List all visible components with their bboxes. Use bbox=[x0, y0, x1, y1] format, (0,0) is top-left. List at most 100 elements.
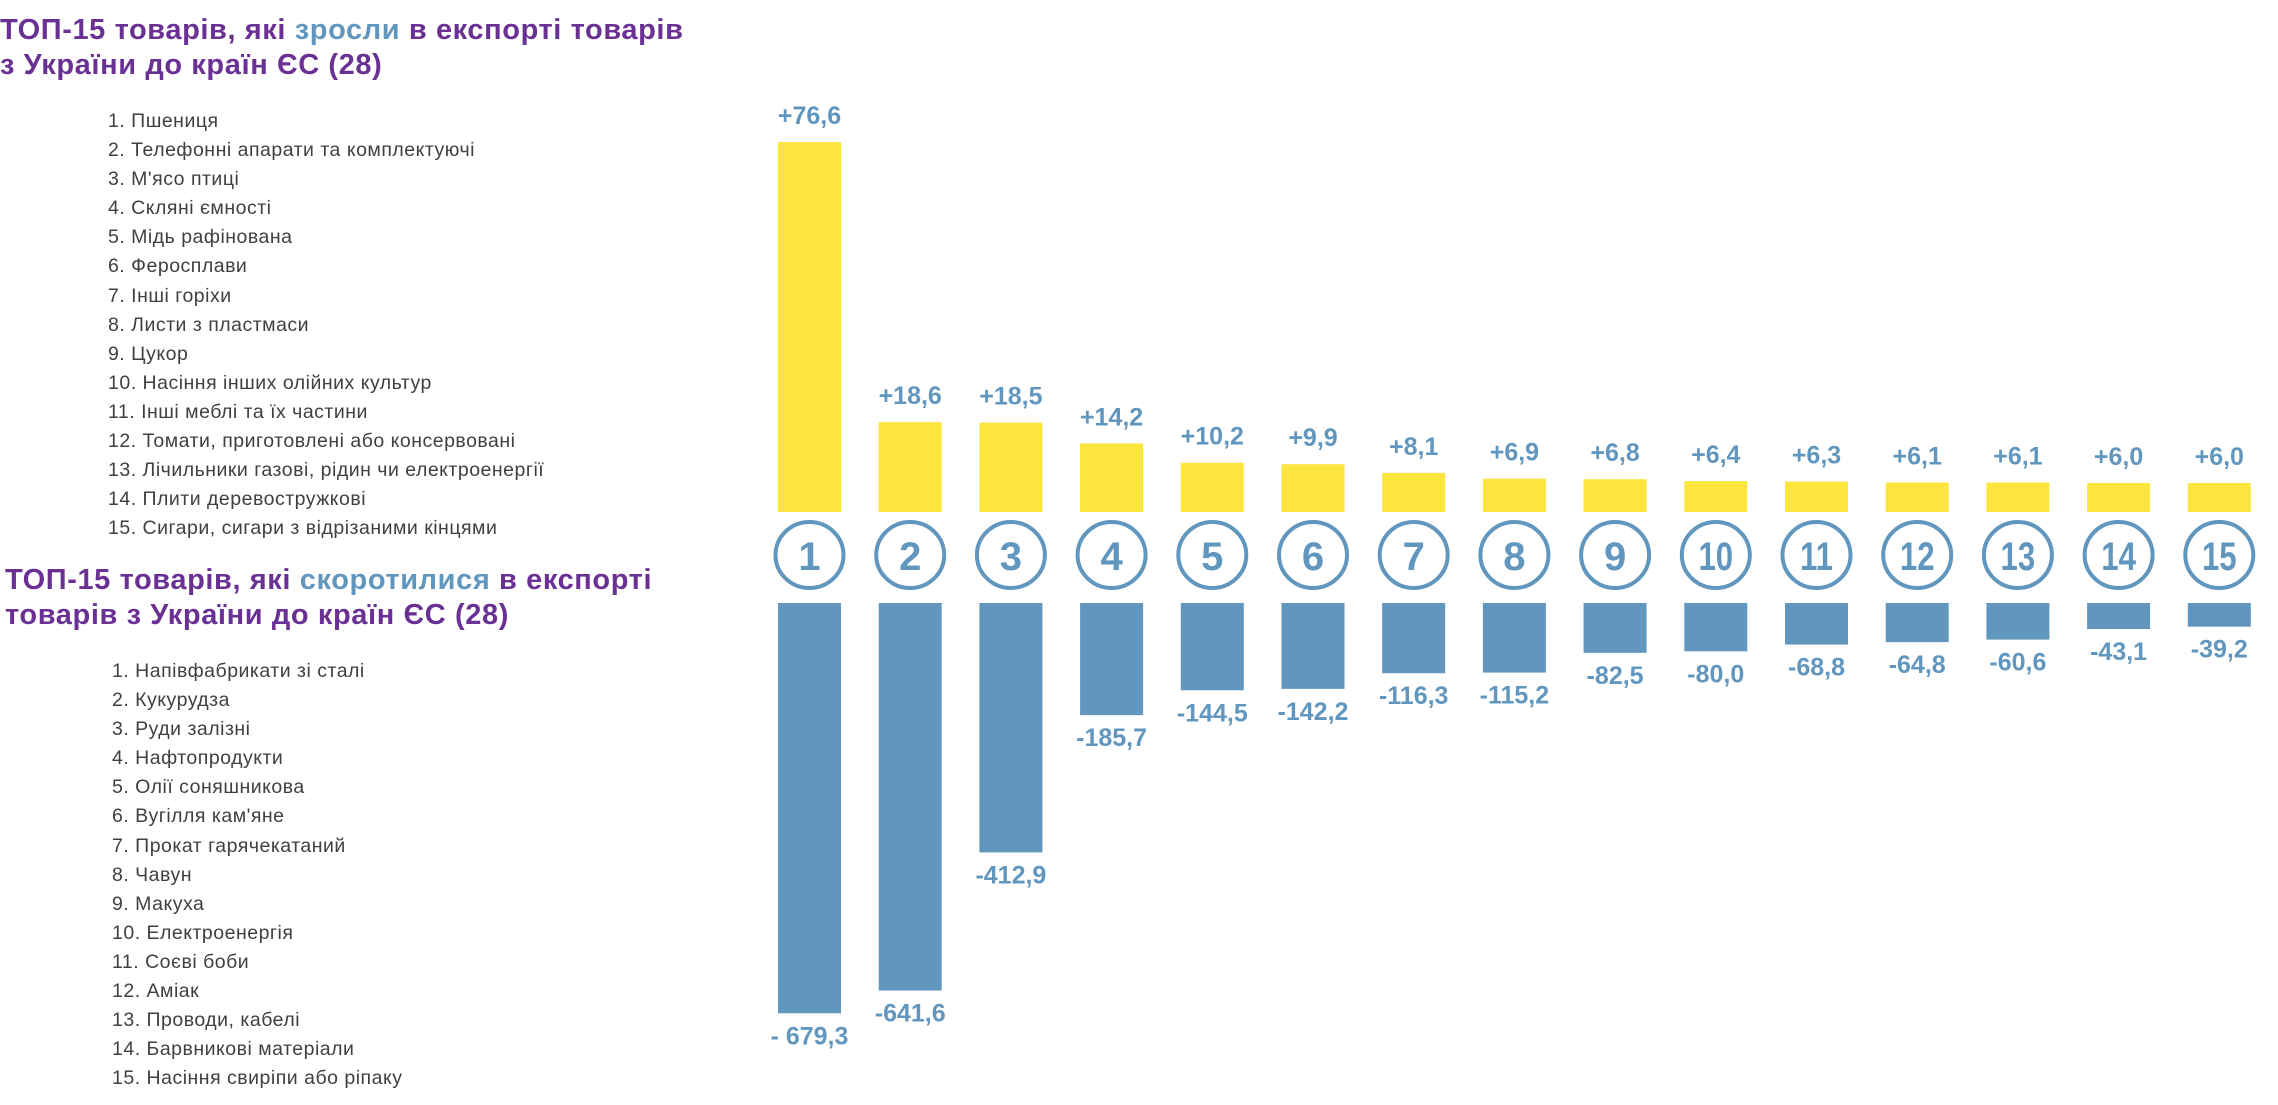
increase-bar bbox=[2187, 483, 2251, 512]
list-item: 6. Феросплави bbox=[108, 255, 248, 278]
increase-bar bbox=[1080, 443, 1144, 512]
decrease-bar bbox=[1482, 603, 1546, 673]
increase-value-label: +18,6 bbox=[879, 382, 942, 410]
rank-number: 15 bbox=[2202, 534, 2237, 579]
increase-value-label: +6,8 bbox=[1590, 439, 1639, 467]
list-item: 2. Телефонні апарати та комплектуючі bbox=[108, 139, 475, 162]
decrease-title-after: в експорті bbox=[490, 564, 653, 596]
increase-value-label: +6,3 bbox=[1792, 442, 1841, 470]
decrease-bar bbox=[2087, 603, 2151, 630]
decrease-bar bbox=[878, 603, 942, 991]
list-item: 12. Аміак bbox=[112, 980, 200, 1003]
decrease-value-label: -80,0 bbox=[1687, 660, 1744, 688]
increase-value-label: +6,0 bbox=[2094, 443, 2143, 471]
decrease-value-label: -43,1 bbox=[2090, 638, 2147, 666]
decrease-value-label: -64,8 bbox=[1889, 651, 1946, 679]
decrease-value-label: -60,6 bbox=[1989, 649, 2046, 677]
decrease-bar bbox=[1281, 603, 1345, 689]
rank-circle bbox=[1277, 520, 1349, 590]
decrease-value-label: -641,6 bbox=[875, 1000, 946, 1028]
list-item: 1. Напівфабрикати зі сталі bbox=[112, 660, 365, 682]
list-item: 10. Насіння інших олійних культур bbox=[108, 371, 432, 394]
decrease-value-label: -115,2 bbox=[1480, 682, 1550, 710]
rank-circle bbox=[874, 520, 947, 590]
rank-circle bbox=[1377, 520, 1450, 590]
list-item: 13. Проводи, кабелі bbox=[112, 1009, 301, 1032]
list-item: 14. Барвникові матеріали bbox=[112, 1038, 355, 1061]
list-item: 7. Прокат гарячекатаний bbox=[112, 834, 346, 857]
increase-bar bbox=[1684, 481, 1748, 512]
decrease-value-label: -116,3 bbox=[1379, 682, 1449, 710]
increase-bar bbox=[1180, 462, 1244, 512]
decrease-value-label: -142,2 bbox=[1278, 698, 1349, 726]
increase-value-label: +8,1 bbox=[1389, 433, 1438, 461]
rank-number: 8 bbox=[1503, 535, 1525, 579]
decrease-bar bbox=[1583, 603, 1647, 653]
decrease-bar bbox=[1986, 603, 2050, 640]
list-item: 2. Кукурудза bbox=[112, 689, 230, 712]
increase-bar bbox=[2087, 483, 2151, 512]
increase-title-before: ТОП-15 товарів, які bbox=[0, 14, 295, 46]
increase-bar bbox=[1785, 481, 1848, 512]
increase-bar bbox=[1583, 479, 1647, 512]
decrease-value-label: -68,8 bbox=[1788, 654, 1845, 682]
increase-value-label: +6,0 bbox=[2195, 443, 2244, 471]
rank-number: 4 bbox=[1100, 535, 1123, 579]
list-item: 1. Пшениця bbox=[108, 110, 219, 132]
increase-title-after: в експорті товарів bbox=[400, 14, 684, 46]
decrease-value-label: - 679,3 bbox=[771, 1022, 849, 1050]
list-item: 11. Інші меблі та їх частини bbox=[108, 400, 368, 423]
increase-value-label: +6,1 bbox=[1893, 443, 1942, 471]
decrease-value-label: -82,5 bbox=[1587, 662, 1644, 690]
increase-bar bbox=[1885, 482, 1949, 512]
rank-circle bbox=[1981, 520, 2054, 590]
decrease-bar bbox=[1180, 603, 1244, 691]
increase-bar bbox=[1382, 472, 1446, 512]
list-item: 15. Насіння свиріпи або ріпаку bbox=[112, 1067, 403, 1090]
list-item: 13. Лічильники газові, рідин чи електрое… bbox=[108, 459, 545, 482]
rank-circle bbox=[1881, 520, 1954, 590]
list-item: 4. Нафтопродукти bbox=[112, 747, 284, 770]
decrease-title: ТОП-15 товарів, які скоротилися в експор… bbox=[5, 563, 652, 633]
increase-value-label: +10,2 bbox=[1181, 423, 1244, 451]
decrease-value-label: -412,9 bbox=[975, 861, 1046, 889]
increase-value-label: +14,2 bbox=[1080, 403, 1143, 431]
rank-circle bbox=[2082, 520, 2155, 590]
decrease-bar bbox=[1885, 603, 1949, 643]
list-item: 3. М'ясо птиці bbox=[108, 168, 240, 191]
rank-number: 5 bbox=[1201, 535, 1223, 579]
increase-value-label: +9,9 bbox=[1288, 424, 1337, 452]
increase-bar bbox=[878, 422, 942, 512]
increase-list: 1. Пшениця 2. Телефонні апарати та компле… bbox=[108, 107, 544, 543]
rank-number: 12 bbox=[1900, 534, 1935, 579]
list-item: 8. Чавун bbox=[112, 863, 192, 886]
rank-number: 1 bbox=[798, 535, 820, 579]
rank-circle bbox=[1780, 520, 1853, 590]
list-item: 12. Томати, приготовлені або консервован… bbox=[108, 430, 516, 453]
rank-number: 13 bbox=[2001, 534, 2036, 579]
increase-title-line2: з України до країн ЄС (28) bbox=[0, 49, 383, 81]
increase-value-label: +76,6 bbox=[778, 102, 841, 130]
decrease-value-label: -185,7 bbox=[1076, 724, 1147, 752]
list-item: 6. Вугілля кам'яне bbox=[112, 805, 285, 828]
rank-circle bbox=[1579, 520, 1652, 590]
rank-number: 14 bbox=[2101, 534, 2136, 579]
increase-bar bbox=[1986, 482, 2050, 512]
rank-circle bbox=[974, 520, 1047, 590]
increase-bar bbox=[1482, 478, 1546, 512]
list-item: 9. Цукор bbox=[108, 342, 189, 365]
decrease-bar bbox=[778, 603, 841, 1014]
decrease-bar bbox=[1080, 603, 1144, 716]
list-item: 8. Листи з пластмаси bbox=[108, 313, 310, 336]
increase-bar bbox=[1281, 464, 1345, 512]
rank-circle bbox=[1075, 520, 1148, 590]
rank-number: 10 bbox=[1698, 534, 1733, 579]
decrease-title-before: ТОП-15 товарів, які bbox=[5, 564, 300, 596]
decrease-bar bbox=[2187, 603, 2251, 627]
decrease-bar bbox=[979, 603, 1043, 853]
rank-circle bbox=[1478, 520, 1551, 590]
increase-value-label: +18,5 bbox=[979, 383, 1042, 411]
increase-title: ТОП-15 товарів, які зросли в експорті то… bbox=[0, 13, 684, 83]
decrease-list: 1. Напівфабрикати зі сталі 2. Кукурудза 3.… bbox=[112, 657, 402, 1093]
